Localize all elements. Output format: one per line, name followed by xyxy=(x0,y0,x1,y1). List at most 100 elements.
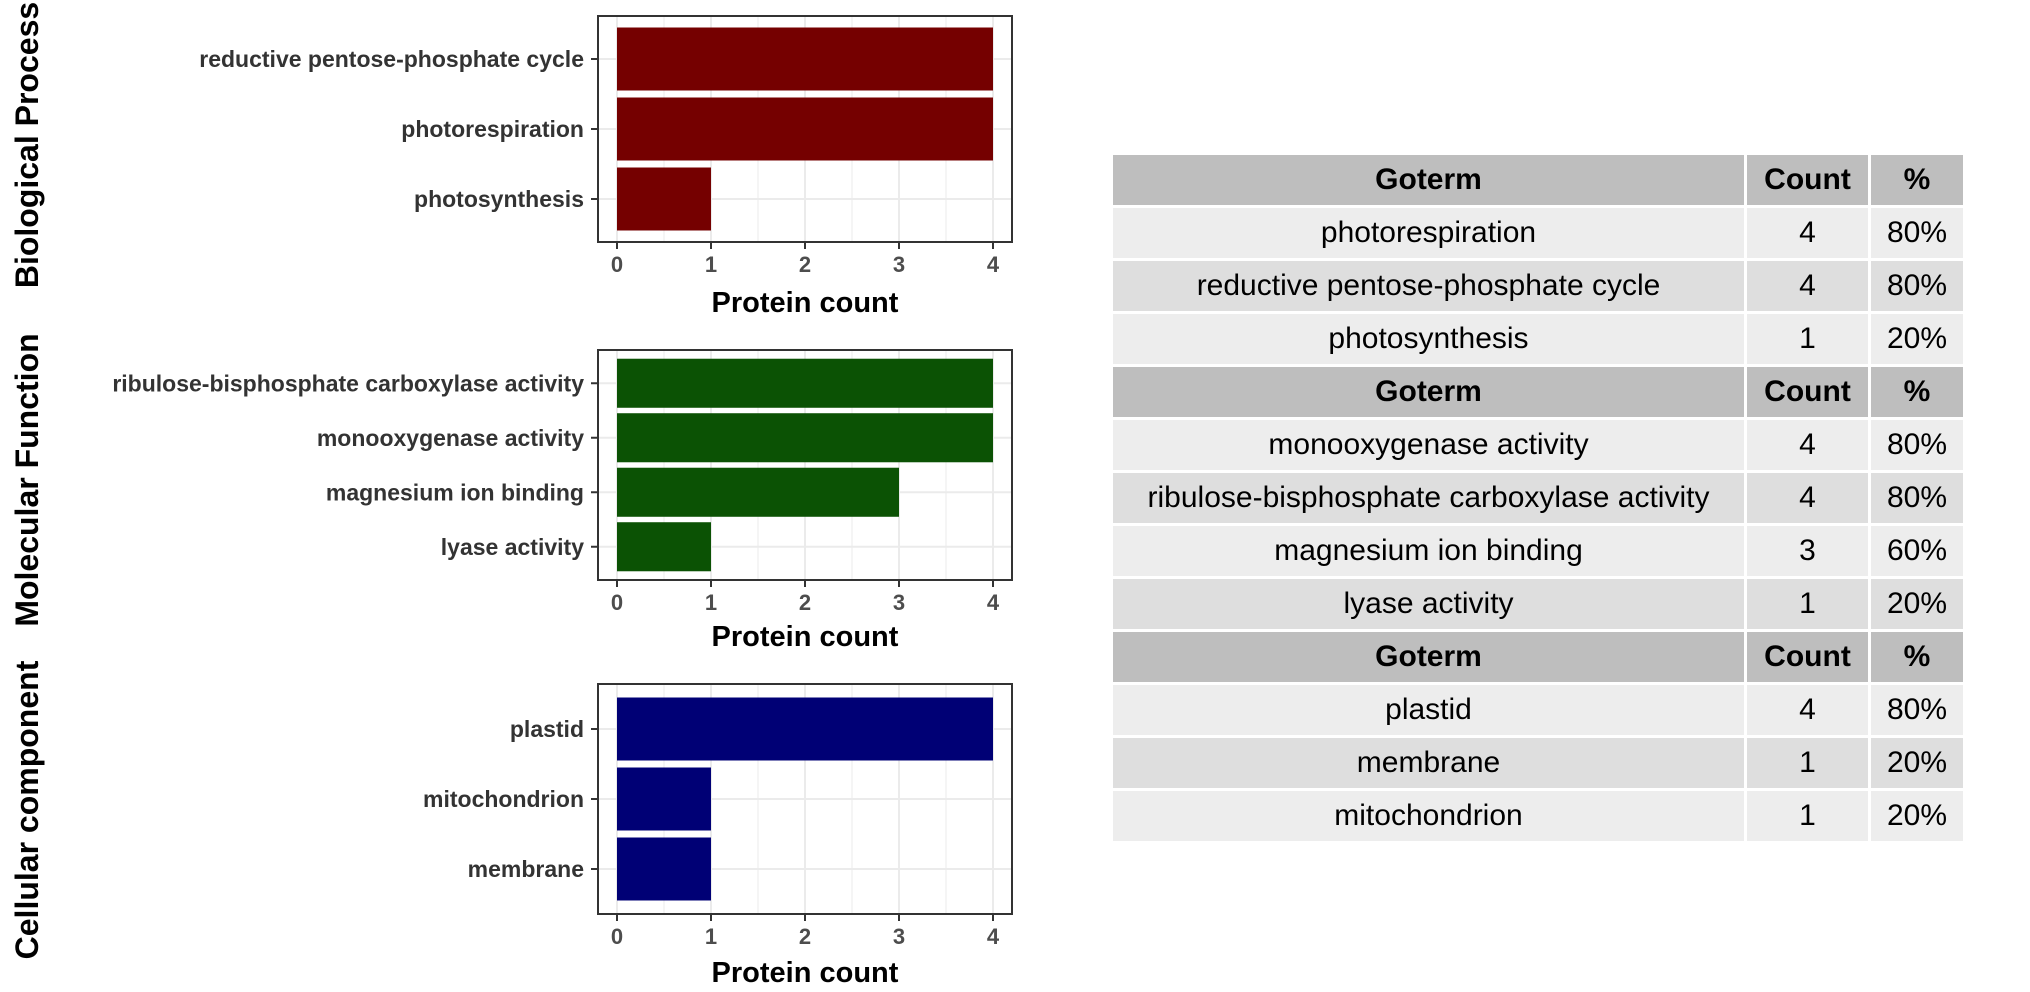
table-cell: 80% xyxy=(1871,208,1963,258)
x-tick-label: 1 xyxy=(705,924,717,949)
table-header-cell: Goterm xyxy=(1113,155,1744,205)
table-cell: 4 xyxy=(1747,261,1868,311)
x-tick-label: 1 xyxy=(705,252,717,277)
table-row: magnesium ion binding 3 60% xyxy=(1113,526,1963,576)
x-tick-label: 3 xyxy=(893,924,905,949)
y-tick-label: monooxygenase activity xyxy=(317,425,584,451)
table-header-cell: % xyxy=(1871,155,1963,205)
table-header-cell: Count xyxy=(1747,632,1868,682)
table-cell: 1 xyxy=(1747,791,1868,841)
table-header-cell: Count xyxy=(1747,367,1868,417)
chart-biological-process: Biological Process reductive pentose-pho… xyxy=(0,0,1040,330)
x-tick-label: 3 xyxy=(893,252,905,277)
table-cell: 4 xyxy=(1747,685,1868,735)
table-header-row: Goterm Count% xyxy=(1113,155,1963,205)
table-cell: photosynthesis xyxy=(1113,314,1744,364)
table-cell: 20% xyxy=(1871,791,1963,841)
chart-svg-bp: Biological Process reductive pentose-pho… xyxy=(9,2,1013,319)
x-tick-label: 2 xyxy=(799,590,811,615)
bar xyxy=(617,467,899,517)
chart-svg-cc: Cellular component plastid mitochondrion m… xyxy=(9,660,1013,989)
table-cell: 4 xyxy=(1747,473,1868,523)
table-header-row: Goterm Count% xyxy=(1113,632,1963,682)
bar xyxy=(617,697,993,761)
facet-label: Cellular component xyxy=(9,660,45,959)
y-tick-label: mitochondrion xyxy=(423,786,584,812)
x-tick-label: 3 xyxy=(893,590,905,615)
bar xyxy=(617,97,993,161)
table-header-cell: % xyxy=(1871,632,1963,682)
x-tick-label: 4 xyxy=(987,924,1000,949)
y-tick-label: magnesium ion binding xyxy=(326,479,584,505)
table-header-row: Goterm Count% xyxy=(1113,367,1963,417)
x-tick-label: 4 xyxy=(987,252,1000,277)
table-cell: plastid xyxy=(1113,685,1744,735)
table-header-cell: Goterm xyxy=(1113,632,1744,682)
table-cell: 20% xyxy=(1871,738,1963,788)
y-tick-label: photorespiration xyxy=(401,116,584,142)
bar xyxy=(617,358,993,408)
plot-area: reductive pentose-phosphate cycle photore… xyxy=(199,15,1013,277)
goterm-table: Goterm Count% photorespiration 4 80% reductiv… xyxy=(1110,152,1966,844)
table-row: reductive pentose-phosphate cycle 4 80% xyxy=(1113,261,1963,311)
y-tick-label: membrane xyxy=(468,856,584,882)
plot-area: ribulose-bisphosphate carboxylase activi… xyxy=(112,349,1013,615)
table-cell: 4 xyxy=(1747,420,1868,470)
table-cell: 20% xyxy=(1871,314,1963,364)
bar xyxy=(617,767,711,831)
table-cell: 60% xyxy=(1871,526,1963,576)
table-row: monooxygenase activity 4 80% xyxy=(1113,420,1963,470)
bar xyxy=(617,413,993,463)
x-tick-label: 1 xyxy=(705,590,717,615)
chart-cellular-component: Cellular component plastid mitochondrion m… xyxy=(0,660,1040,992)
x-tick-label: 0 xyxy=(611,924,623,949)
y-tick-label: plastid xyxy=(510,716,584,742)
bar xyxy=(617,837,711,901)
x-axis-label: Protein count xyxy=(712,621,899,653)
table-cell: reductive pentose-phosphate cycle xyxy=(1113,261,1744,311)
table-row: mitochondrion 1 20% xyxy=(1113,791,1963,841)
table-row: ribulose-bisphosphate carboxylase activi… xyxy=(1113,473,1963,523)
table-cell: 20% xyxy=(1871,579,1963,629)
table-cell: monooxygenase activity xyxy=(1113,420,1744,470)
x-axis-label: Protein count xyxy=(712,287,899,319)
table-cell: mitochondrion xyxy=(1113,791,1744,841)
plot-area: plastid mitochondrion membrane 0 1 2 3 4 xyxy=(423,683,1013,949)
facet-label: Biological Process xyxy=(9,2,45,288)
x-axis-label: Protein count xyxy=(712,957,899,989)
x-tick-label: 0 xyxy=(611,590,623,615)
y-tick-label: reductive pentose-phosphate cycle xyxy=(199,46,584,72)
x-tick-label: 2 xyxy=(799,924,811,949)
chart-svg-mf: Molecular Function ribulose-bisphosphate… xyxy=(9,333,1013,653)
bar xyxy=(617,167,711,231)
table-cell: 1 xyxy=(1747,314,1868,364)
table-cell: ribulose-bisphosphate carboxylase activi… xyxy=(1113,473,1744,523)
table-row: plastid 4 80% xyxy=(1113,685,1963,735)
table-row: photosynthesis 1 20% xyxy=(1113,314,1963,364)
x-tick-label: 2 xyxy=(799,252,811,277)
table-row: membrane 1 20% xyxy=(1113,738,1963,788)
table-cell: photorespiration xyxy=(1113,208,1744,258)
table-cell: 1 xyxy=(1747,738,1868,788)
bar xyxy=(617,27,993,91)
bar xyxy=(617,522,711,572)
goterm-table-body: Goterm Count% photorespiration 4 80% reductiv… xyxy=(1113,155,1963,841)
table-header-cell: % xyxy=(1871,367,1963,417)
table-row: lyase activity 1 20% xyxy=(1113,579,1963,629)
x-tick-label: 4 xyxy=(987,590,1000,615)
table-cell: 80% xyxy=(1871,261,1963,311)
table-cell: 80% xyxy=(1871,473,1963,523)
y-tick-label: photosynthesis xyxy=(414,186,584,212)
table-cell: 80% xyxy=(1871,685,1963,735)
table-cell: membrane xyxy=(1113,738,1744,788)
table-header-cell: Count xyxy=(1747,155,1868,205)
y-tick-label: ribulose-bisphosphate carboxylase activi… xyxy=(112,370,584,396)
table-cell: lyase activity xyxy=(1113,579,1744,629)
table-cell: 1 xyxy=(1747,579,1868,629)
y-tick-label: lyase activity xyxy=(441,534,584,560)
facet-label: Molecular Function xyxy=(9,333,45,626)
table-row: photorespiration 4 80% xyxy=(1113,208,1963,258)
table-cell: 3 xyxy=(1747,526,1868,576)
table-cell: 4 xyxy=(1747,208,1868,258)
table-header-cell: Goterm xyxy=(1113,367,1744,417)
